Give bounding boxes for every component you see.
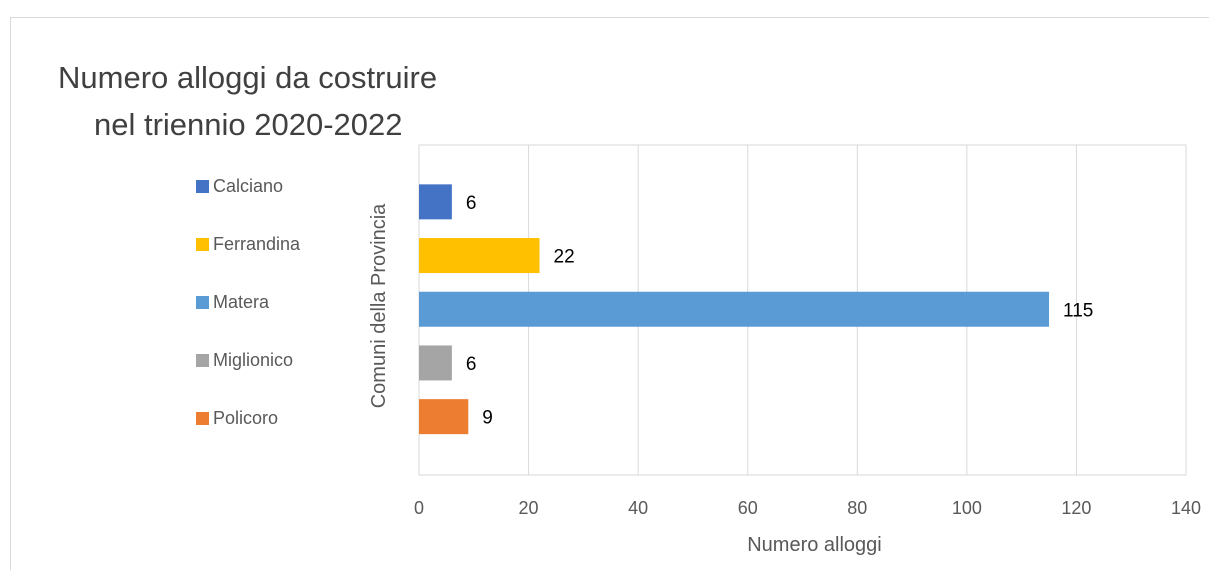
data-label-ferrandina: 22 xyxy=(554,247,575,268)
data-label-matera: 115 xyxy=(1063,300,1093,321)
x-tick-label: 0 xyxy=(414,498,424,518)
x-tick-label: 100 xyxy=(952,498,982,518)
chart-title: Numero alloggi da costruire nel triennio… xyxy=(58,54,498,148)
x-tick-label: 80 xyxy=(847,498,867,518)
data-label-miglionico: 6 xyxy=(466,354,477,375)
x-tick-label: 40 xyxy=(628,498,648,518)
legend-swatch xyxy=(196,411,209,425)
legend-swatch xyxy=(196,237,209,251)
bar-ferrandina xyxy=(419,238,540,274)
data-label-policoro: 9 xyxy=(482,408,493,429)
legend-item-matera: Matera xyxy=(196,292,269,312)
legend-label: Policoro xyxy=(213,407,279,428)
legend-swatch xyxy=(196,295,209,309)
x-tick-label: 20 xyxy=(519,498,539,518)
legend-label: Miglionico xyxy=(213,349,294,370)
bar-matera xyxy=(419,291,1050,327)
legend-label: Calciano xyxy=(213,175,284,196)
x-tick-label: 60 xyxy=(738,498,758,518)
legend-item-ferrandina: Ferrandina xyxy=(196,234,300,254)
legend-swatch xyxy=(196,179,209,193)
x-tick-label: 140 xyxy=(1171,498,1201,518)
bar-policoro xyxy=(419,399,469,435)
legend-item-policoro: Policoro xyxy=(196,408,278,428)
legend-label: Ferrandina xyxy=(213,233,301,254)
bar-miglionico xyxy=(419,345,452,381)
y-axis-title: Comuni della Provincia xyxy=(368,203,390,408)
x-axis-title: Numero alloggi xyxy=(747,534,882,556)
legend-label: Matera xyxy=(213,291,270,312)
chart-title-line-1: Numero alloggi da costruire xyxy=(58,60,438,95)
legend-item-miglionico: Miglionico xyxy=(196,350,293,370)
bar-calciano xyxy=(419,184,452,220)
x-tick-label: 120 xyxy=(1061,498,1091,518)
legend-swatch xyxy=(196,353,209,367)
legend-item-calciano: Calciano xyxy=(196,176,283,196)
data-label-calciano: 6 xyxy=(466,193,477,214)
chart-title-line-2: nel triennio 2020-2022 xyxy=(94,107,403,142)
